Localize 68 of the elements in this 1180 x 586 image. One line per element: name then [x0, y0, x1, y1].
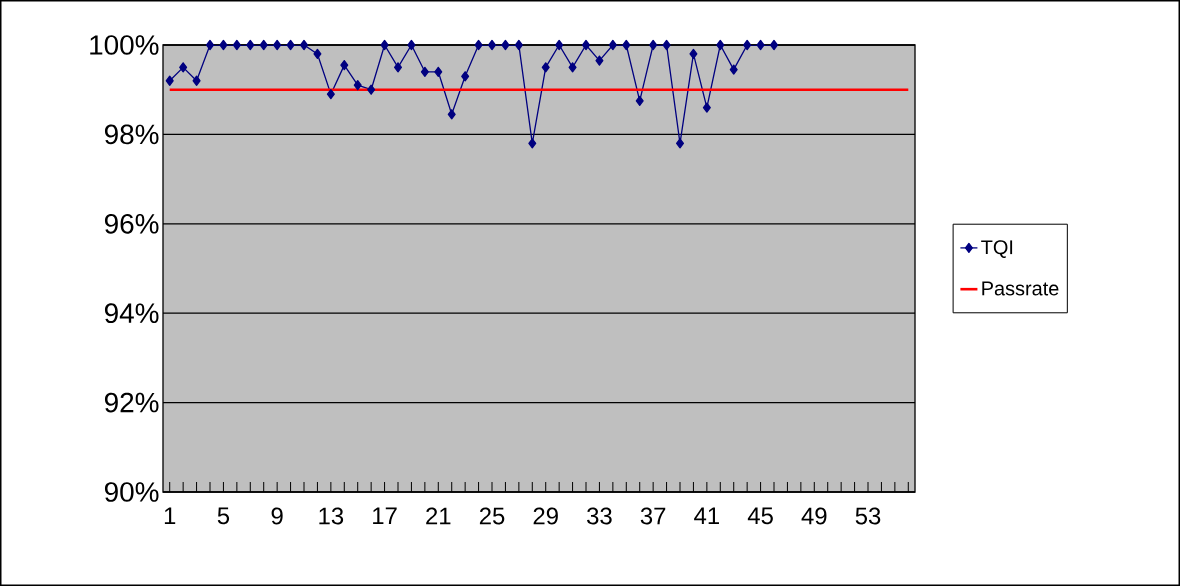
point [340, 59, 349, 71]
point [487, 39, 497, 51]
point [407, 39, 416, 51]
point [326, 89, 335, 100]
x-tick-label: 41 [694, 507, 719, 524]
point [501, 39, 510, 51]
point [461, 71, 470, 82]
point [528, 138, 537, 149]
x-tick-label: 17 [373, 507, 397, 524]
point [675, 138, 685, 149]
x-tick-label: 29 [533, 507, 558, 525]
point [702, 102, 711, 113]
x-tick-label: 1 [164, 507, 176, 524]
x-tick-label: 13 [319, 507, 344, 525]
point [192, 75, 201, 86]
point [434, 66, 443, 77]
point [246, 39, 255, 51]
point [769, 39, 779, 51]
point [514, 39, 523, 51]
point [622, 39, 631, 51]
point [716, 39, 725, 51]
point [232, 39, 241, 51]
point [635, 95, 644, 107]
point [353, 80, 362, 91]
point [286, 39, 295, 51]
y-tick-label: 92% [104, 392, 159, 413]
point [541, 62, 550, 73]
x-tick-label: 21 [426, 507, 451, 525]
y-tick-label: 96% [104, 213, 159, 234]
point [756, 39, 765, 51]
point [689, 48, 698, 60]
x-tick-label: 45 [747, 507, 773, 525]
point [447, 109, 456, 120]
point [662, 39, 671, 51]
point [367, 84, 376, 95]
x-tick-label: 37 [640, 507, 666, 525]
x-tick-label: 53 [855, 507, 881, 525]
point [165, 75, 174, 86]
x-tick-label: 5 [217, 507, 230, 525]
point [179, 62, 188, 73]
point [420, 66, 429, 77]
legend-label: TQI [981, 240, 1013, 258]
point [219, 39, 228, 51]
point [555, 39, 564, 51]
point [568, 62, 577, 73]
y-tick-label: 90% [104, 482, 159, 502]
point [205, 39, 215, 51]
point [299, 39, 309, 51]
point [649, 39, 658, 51]
point [581, 39, 591, 51]
y-tick-label: 98% [104, 124, 159, 145]
point [259, 39, 268, 51]
point [595, 55, 604, 66]
y-tick-label: 94% [104, 303, 159, 324]
x-tick-label: 9 [271, 507, 283, 525]
x-tick-label: 25 [479, 507, 505, 525]
legend-label: Passrate [982, 281, 1059, 296]
point [313, 48, 322, 60]
x-tick-label: 49 [801, 507, 827, 525]
point [380, 39, 389, 51]
point [273, 39, 282, 51]
x-tick-label: 33 [587, 507, 612, 525]
point [729, 64, 738, 75]
point [474, 39, 483, 51]
point [608, 39, 617, 51]
y-tick-label: 100% [90, 35, 159, 55]
point [393, 62, 403, 73]
point [743, 39, 752, 51]
